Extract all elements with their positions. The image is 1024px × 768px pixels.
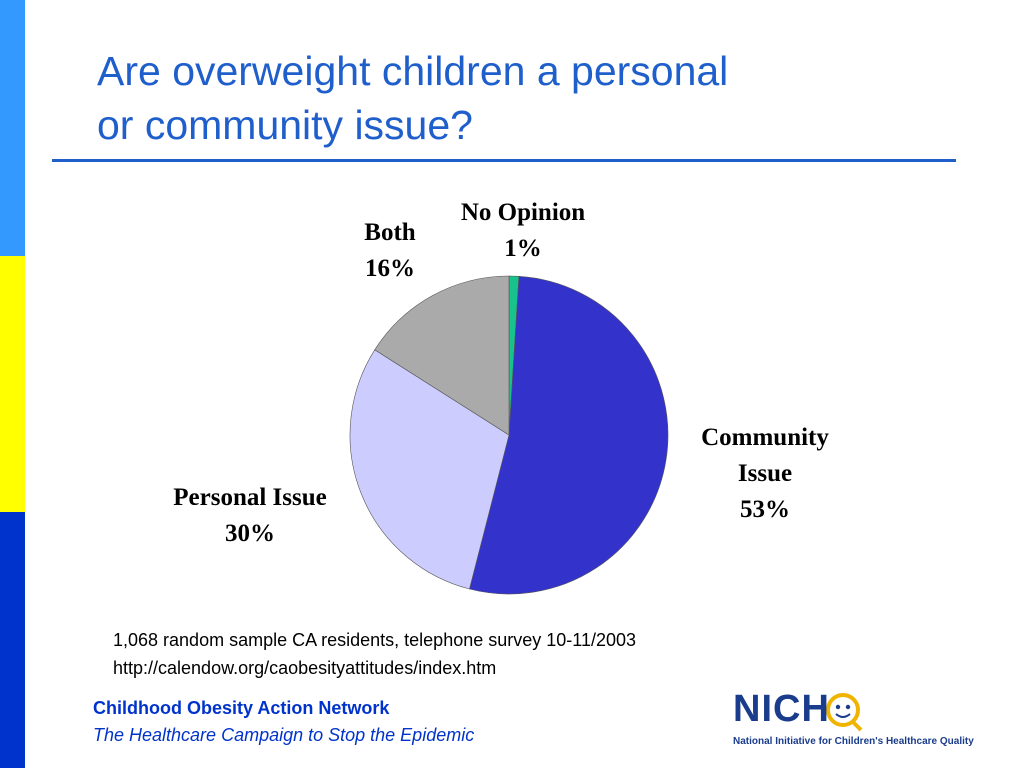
sidebar-stripe-yellow — [0, 256, 25, 512]
source-line1: 1,068 random sample CA residents, teleph… — [113, 630, 636, 650]
slide-title-line2: or community issue? — [97, 102, 473, 148]
pie-label-2: Personal Issue 30% — [173, 484, 326, 547]
title-divider — [52, 159, 956, 162]
logo-q-mark-icon — [826, 693, 863, 732]
footer-tagline: The Healthcare Campaign to Stop the Epid… — [93, 725, 475, 745]
source-note: 1,068 random sample CA residents, teleph… — [113, 626, 636, 682]
pie-label-line: Personal Issue — [173, 484, 326, 511]
pie-label-line: Issue — [738, 460, 792, 487]
pie-label-0: No Opinion 1% — [461, 199, 585, 262]
slide-title-line1: Are overweight children a personal — [97, 48, 729, 94]
pie-label-line: 16% — [365, 255, 415, 282]
pie-label-line: No Opinion — [461, 199, 585, 226]
pie-label-line: 53% — [740, 496, 790, 523]
source-url: http://calendow.org/caobesityattitudes/i… — [113, 658, 497, 678]
slide-title: Are overweight children a personal or co… — [97, 44, 957, 152]
pie-label-line: Both — [364, 219, 416, 246]
logo-tagline: National Initiative for Children's Healt… — [733, 736, 974, 747]
pie-slice-3 — [374, 275, 510, 436]
sidebar-stripe-navy — [0, 512, 25, 768]
sidebar-stripe-blue — [0, 0, 25, 256]
pie-label-line: Community — [701, 424, 829, 451]
pie-label-1: Community Issue 53% — [701, 424, 829, 523]
nichq-logo: NICH National Initiative for Children's H… — [733, 688, 983, 754]
pie-slice-2 — [349, 349, 510, 590]
footer-org-name: Childhood Obesity Action Network — [93, 698, 390, 718]
logo-wordmark: NICH — [733, 688, 830, 730]
pie-label-line: 1% — [504, 235, 542, 262]
pie-label-line: 30% — [225, 520, 275, 547]
pie-label-3: Both 16% — [364, 219, 416, 282]
pie-slice-1 — [469, 275, 669, 595]
